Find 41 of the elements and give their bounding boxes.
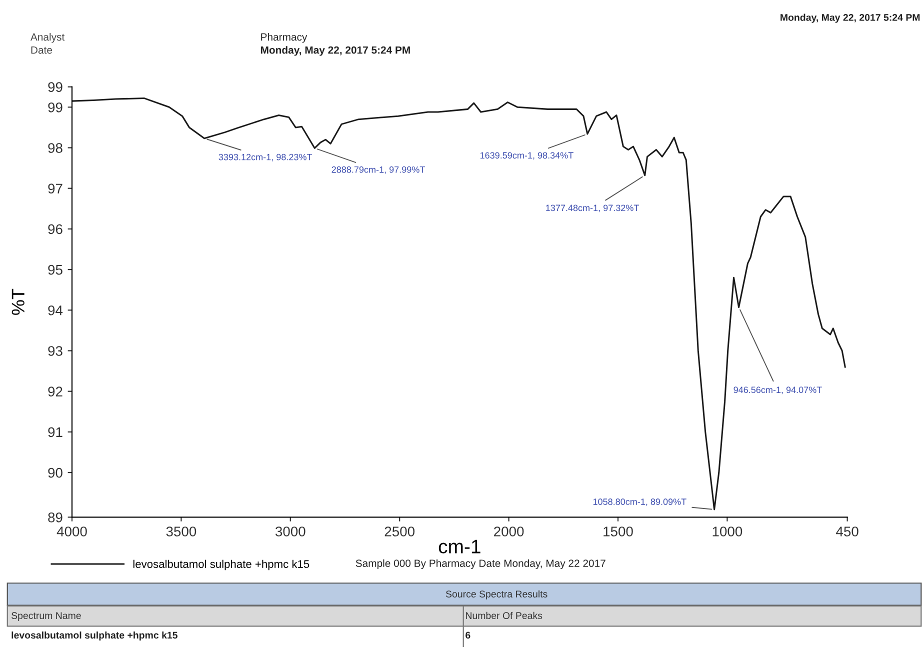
x-axis-title: cm-1 — [438, 540, 480, 554]
x-tick-label: 1500 — [604, 526, 633, 536]
x-tick-label: 2000 — [494, 526, 524, 536]
text: Monday, May 22, 2017 5:24 PM — [780, 14, 920, 23]
y-tick-label: 95 — [48, 264, 62, 275]
y-tick-label: 92 — [48, 386, 62, 396]
x-tick-label: 3500 — [166, 526, 196, 536]
y-tick-label: 89 — [48, 512, 62, 522]
annotation: 1058.80cm-1, 89.09%T — [593, 498, 686, 506]
text: Date — [31, 46, 52, 54]
text: levosalbutamol sulphate +hpmc k15 — [133, 560, 310, 570]
y-tick-label: 99 — [48, 82, 62, 92]
y-tick-label: 96 — [48, 224, 62, 234]
y-tick-label: 98 — [48, 143, 62, 153]
text: levosalbutamol sulphate +hpmc k15 — [12, 631, 178, 641]
text: Number Of Peaks — [466, 612, 542, 620]
y-axis-title: %T — [12, 288, 24, 315]
text: 6 — [466, 632, 470, 639]
x-tick-label: 4000 — [56, 526, 87, 536]
text: Analyst — [30, 33, 65, 43]
x-tick-label: 2500 — [384, 526, 414, 536]
text: Sample 000 By Pharmacy Date Monday, May 22 2017 — [356, 559, 606, 570]
annotation: 946.56cm-1, 94.07%T — [734, 386, 822, 394]
text: Pharmacy — [261, 33, 308, 43]
y-tick-label: 90 — [48, 468, 62, 478]
source-note: Source Spectra Results — [446, 590, 548, 600]
annotation: 1377.48cm-1, 97.32%T — [546, 204, 639, 212]
y-tick-label: 99 — [48, 102, 62, 112]
text: Spectrum Name — [12, 612, 81, 621]
text: Monday, May 22, 2017 5:24 PM — [260, 46, 410, 56]
line-series — [72, 97, 846, 510]
x-tick-label: 3000 — [275, 526, 306, 536]
x-tick-label: 1000 — [712, 526, 742, 536]
y-tick-label: 93 — [48, 346, 62, 356]
x-tick-label: 450 — [836, 526, 858, 536]
annotation: 1639.59cm-1, 98.34%T — [480, 152, 574, 160]
y-tick-label: 91 — [48, 427, 62, 438]
y-tick-label: 94 — [48, 305, 63, 316]
annotation: 3393.12cm-1, 98.23%T — [218, 154, 312, 162]
annotation: 2888.79cm-1, 97.99%T — [332, 166, 425, 174]
y-tick-label: 97 — [48, 184, 62, 194]
